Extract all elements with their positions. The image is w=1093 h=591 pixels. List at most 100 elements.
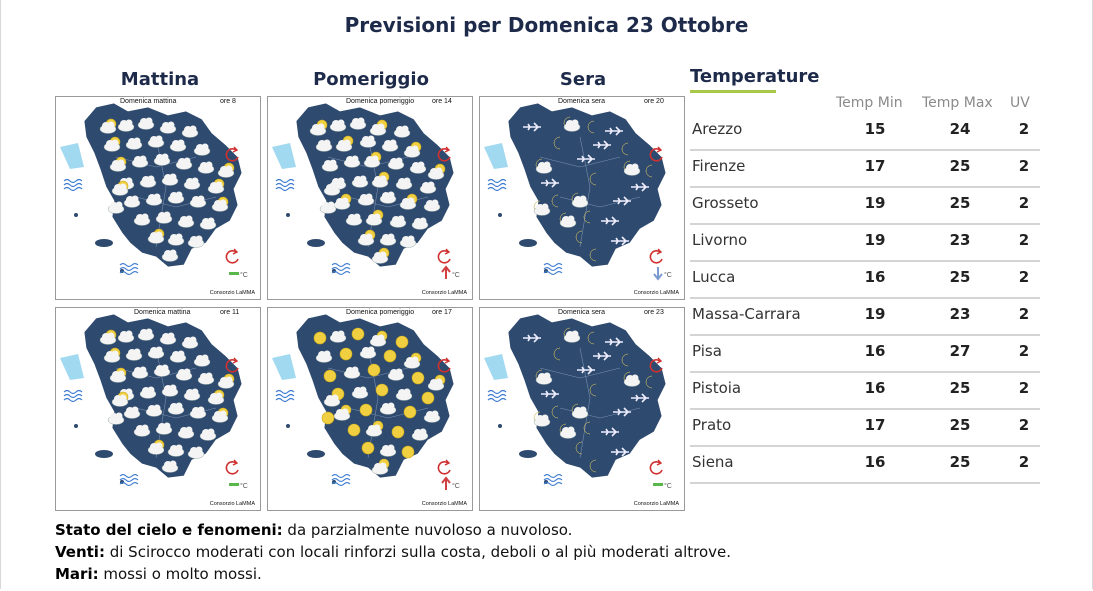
cloud-icon (111, 183, 129, 196)
waves-icon (331, 473, 351, 487)
cloud-icon (395, 388, 413, 401)
weather-map[interactable]: °C Domenica mattina ore 11 Consorzio LaM… (55, 307, 261, 511)
city-name: Pisa (692, 342, 722, 360)
cloud-icon (359, 346, 377, 359)
temp-max-value: 23 (949, 231, 971, 249)
cloud-icon (357, 193, 375, 206)
weather-map[interactable]: °C Domenica pomeriggio ore 17 Consorzio … (267, 307, 473, 511)
summary-sea-label: Mari: (55, 565, 99, 583)
cloud-icon (379, 402, 397, 415)
temp-max-value: 25 (949, 379, 971, 397)
moon-icon (589, 383, 597, 397)
cloud-icon (351, 386, 369, 399)
summary-wind-text: di Scirocco moderati con locali rinforzi… (104, 543, 732, 561)
wind-rotation-icon (437, 459, 451, 475)
cloud-icon (559, 426, 577, 439)
sun-icon (347, 423, 361, 437)
wind-rotation-icon (225, 357, 239, 373)
wind-rotation-icon (437, 248, 451, 264)
map-credit: Consorzio LaMMA (209, 290, 255, 296)
cloud-icon (357, 233, 375, 246)
cloud-icon (623, 163, 641, 176)
cloud-icon (409, 161, 427, 174)
map-canvas: °C (484, 102, 672, 281)
cloud-icon (133, 424, 151, 437)
map-label: Domenica sera (558, 98, 606, 105)
map-credit: Consorzio LaMMA (633, 501, 679, 507)
cloud-icon (427, 167, 445, 180)
temp-min-value: 17 (864, 157, 886, 175)
cloud-icon (187, 235, 205, 248)
moon-icon (589, 172, 597, 186)
cloud-icon (187, 446, 205, 459)
cloud-icon (107, 201, 125, 214)
cloud-icon (167, 191, 185, 204)
map-credit: Consorzio LaMMA (633, 290, 679, 296)
uv-value: 2 (1018, 157, 1030, 175)
wind-arrow-icon (593, 351, 611, 361)
temp-max-value: 25 (949, 268, 971, 286)
cloud-icon (153, 153, 171, 166)
city-name: Lucca (692, 268, 736, 286)
cloud-icon (323, 183, 341, 196)
tuscany-land (507, 102, 667, 268)
map-canvas: °C (60, 102, 248, 279)
cloud-icon (211, 199, 229, 212)
uv-value: 2 (1018, 194, 1030, 212)
cloud-icon (169, 139, 187, 152)
cloud-icon (379, 233, 397, 246)
temp-stable-icon: °C (653, 482, 672, 490)
weather-map[interactable]: °C Domenica sera ore 23 Consorzio LaMMA (479, 307, 685, 511)
weather-map[interactable]: °C Domenica sera ore 20 Consorzio LaMMA (479, 96, 685, 300)
table-row: Pisa 16 27 2 (690, 334, 1040, 373)
cloud-icon (571, 195, 589, 208)
map-canvas: °C (272, 102, 460, 279)
table-row: Livorno 19 23 2 (690, 223, 1040, 262)
cloud-icon (369, 123, 387, 136)
cloud-icon (99, 121, 117, 134)
cloud-icon (343, 366, 361, 379)
wind-arrow-icon (605, 126, 623, 136)
cloud-icon (137, 328, 155, 341)
moon-icon (551, 194, 559, 208)
cloud-icon (333, 197, 351, 210)
cloud-icon (323, 394, 341, 407)
map-hour: ore 23 (644, 309, 664, 316)
svg-text:°C: °C (664, 482, 672, 490)
cloud-icon (343, 155, 361, 168)
city-name: Grosseto (692, 194, 759, 212)
cloud-icon (335, 139, 353, 152)
cloud-icon (371, 251, 389, 264)
cloud-icon (411, 217, 429, 230)
cloud-icon (207, 181, 225, 194)
sun-icon (401, 445, 415, 459)
waves-icon (119, 473, 139, 487)
wind-arrow-icon (613, 407, 631, 417)
temp-up-icon: °C (441, 265, 460, 279)
moon-icon (645, 375, 653, 389)
wind-rotation-icon (225, 248, 239, 264)
column-mattina: Mattina (120, 69, 200, 90)
moon-icon (553, 347, 561, 361)
wind-arrow-icon (577, 365, 595, 375)
cloud-icon (393, 125, 411, 138)
temp-max-value: 25 (949, 194, 971, 212)
cloud-icon (389, 215, 407, 228)
temp-up-icon: °C (441, 476, 460, 490)
wind-arrow-icon (541, 178, 559, 188)
summary-sky-label: Stato del cielo e fenomeni: (55, 521, 283, 539)
temp-min-value: 15 (864, 120, 886, 138)
wind-rotation-icon (225, 459, 239, 475)
cloud-icon (177, 215, 195, 228)
cloud-icon (371, 175, 389, 188)
weather-map[interactable]: °C Domenica mattina ore 8 Consorzio LaMM… (55, 96, 261, 300)
wind-arrow-icon (611, 236, 629, 246)
sun-icon (367, 363, 381, 377)
table-row: Siena 16 25 2 (690, 445, 1040, 484)
sun-icon (383, 349, 397, 363)
temp-max-value: 25 (949, 157, 971, 175)
cloud-icon (117, 119, 135, 132)
weather-map[interactable]: °C Domenica pomeriggio ore 14 Consorzio … (267, 96, 473, 300)
cloud-icon (175, 368, 193, 381)
cloud-icon (197, 161, 215, 174)
